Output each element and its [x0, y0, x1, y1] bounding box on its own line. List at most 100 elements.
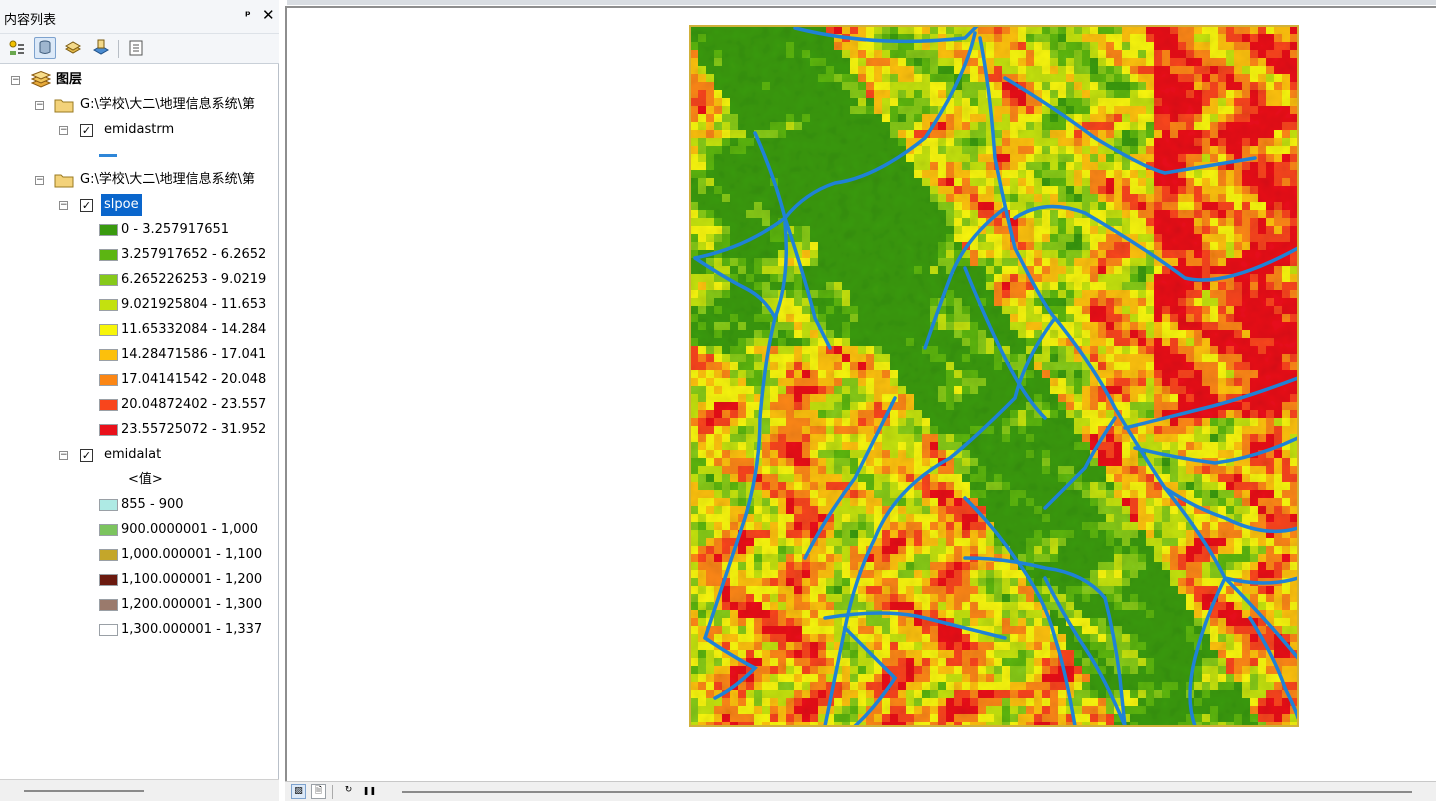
- list-by-drawing-order-icon[interactable]: [6, 37, 28, 59]
- map-top-border: [287, 0, 1436, 5]
- layer-name: emidalat: [104, 447, 162, 462]
- collapse-icon[interactable]: −: [35, 175, 44, 185]
- stream-line: [753, 131, 832, 350]
- legend-class-label: 0 - 3.257917651: [121, 222, 230, 237]
- data-view-icon[interactable]: ▨: [291, 784, 306, 799]
- layout-view-icon[interactable]: 🗎: [311, 784, 326, 799]
- layer-row-slpoe[interactable]: − ✓ slpoe: [0, 194, 279, 216]
- collapse-icon[interactable]: −: [11, 75, 20, 85]
- layer-name[interactable]: slpoe: [101, 194, 142, 216]
- legend-class-row: 3.257917652 - 6.2652: [0, 244, 279, 266]
- legend-swatch: [99, 349, 118, 361]
- legend-swatch: [99, 249, 118, 261]
- stream-line: [1223, 576, 1298, 585]
- legend-swatch: [99, 399, 118, 411]
- list-by-source-icon[interactable]: [34, 37, 56, 59]
- legend-class-label: 23.55725072 - 31.952: [121, 422, 267, 437]
- folder-icon: [54, 97, 74, 121]
- stream-line-symbol: [99, 154, 117, 157]
- legend-class-row: 1,000.000001 - 1,100: [0, 544, 279, 566]
- legend-class-row: 11.65332084 - 14.284: [0, 319, 279, 341]
- group-path-label: G:\学校\大二\地理信息系统\第: [80, 172, 255, 187]
- collapse-icon[interactable]: −: [59, 200, 68, 210]
- legend-class-row: 6.265226253 - 9.0219: [0, 269, 279, 291]
- layer-row-emidalat[interactable]: − ✓ emidalat: [0, 444, 279, 466]
- stream-line: [1003, 76, 1257, 175]
- legend-swatch: [99, 574, 118, 586]
- options-icon[interactable]: [125, 37, 147, 59]
- collapse-icon[interactable]: −: [59, 450, 68, 460]
- list-by-visibility-icon[interactable]: [62, 37, 84, 59]
- legend-swatch: [99, 299, 118, 311]
- legend-swatch: [99, 624, 118, 636]
- list-by-selection-icon[interactable]: [90, 37, 112, 59]
- stream-line: [703, 221, 788, 640]
- stream-line: [1043, 576, 1127, 726]
- legend-swatch: [99, 599, 118, 611]
- group-folder-2[interactable]: − G:\学校\大二\地理信息系统\第: [0, 169, 279, 191]
- legend-class-row: 23.55725072 - 31.952: [0, 419, 279, 441]
- pin-icon[interactable]: ᵖ: [245, 8, 251, 22]
- map-status-bar: ▨ 🗎 ↻ ❚❚: [285, 781, 1436, 801]
- stream-line: [843, 626, 898, 726]
- pause-icon[interactable]: ❚❚: [362, 786, 377, 795]
- legend-class-label: 855 - 900: [121, 497, 184, 512]
- legend-swatch: [99, 549, 118, 561]
- stream-line: [793, 26, 980, 44]
- legend-line-symbol-row: [0, 144, 279, 166]
- stream-line: [693, 256, 777, 320]
- stream-line: [963, 496, 1077, 726]
- legend-swatch: [99, 224, 118, 236]
- legend-class-label: 1,200.000001 - 1,300: [121, 597, 263, 612]
- tree-root-label: 图层: [56, 72, 83, 87]
- tree-root-layers[interactable]: − 图层: [0, 69, 279, 91]
- toc-horizontal-scrollbar[interactable]: [0, 779, 279, 801]
- legend-swatch: [99, 324, 118, 336]
- collapse-icon[interactable]: −: [35, 100, 44, 110]
- legend-class-label: 1,100.000001 - 1,200: [121, 572, 263, 587]
- stream-line: [693, 31, 977, 260]
- legend-class-label: 900.0000001 - 1,000: [121, 522, 259, 537]
- stream-line: [1188, 576, 1227, 726]
- stream-line: [1103, 596, 1127, 726]
- group-folder-1[interactable]: − G:\学校\大二\地理信息系统\第: [0, 94, 279, 116]
- stream-line: [923, 206, 1007, 350]
- map-horizontal-scrollbar[interactable]: [402, 791, 1412, 793]
- legend-class-label: 1,300.000001 - 1,337: [121, 622, 263, 637]
- stream-line: [978, 36, 1298, 660]
- layers-icon: [30, 70, 52, 97]
- scrollbar-thumb[interactable]: [24, 790, 144, 792]
- close-icon[interactable]: ✕: [262, 6, 275, 24]
- legend-class-row: 1,300.000001 - 1,337: [0, 619, 279, 641]
- stream-line: [963, 556, 1107, 600]
- refresh-icon[interactable]: ↻: [344, 785, 353, 795]
- legend-class-label: 17.04141542 - 20.048: [121, 372, 267, 387]
- toc-title-bar: 内容列表 ᵖ ✕: [0, 0, 279, 34]
- toolbar-separator: [118, 40, 119, 58]
- layer-visibility-checkbox[interactable]: ✓: [80, 199, 93, 212]
- stream-network: [693, 26, 1298, 726]
- legend-class-label: 20.04872402 - 23.557: [121, 397, 267, 412]
- group-path-label: G:\学校\大二\地理信息系统\第: [80, 97, 255, 112]
- legend-swatch: [99, 524, 118, 536]
- layer-visibility-checkbox[interactable]: ✓: [80, 449, 93, 462]
- legend-swatch: [99, 424, 118, 436]
- layer-visibility-checkbox[interactable]: ✓: [80, 124, 93, 137]
- collapse-icon[interactable]: −: [59, 125, 68, 135]
- legend-class-label: 1,000.000001 - 1,100: [121, 547, 263, 562]
- layer-row-emidastrm[interactable]: − ✓ emidastrm: [0, 119, 279, 141]
- slope-raster-map[interactable]: [405, 18, 1305, 733]
- stream-line: [803, 396, 897, 560]
- stream-line: [1043, 416, 1117, 510]
- legend-class-row: 0 - 3.257917651: [0, 219, 279, 241]
- toc-title: 内容列表: [4, 13, 57, 28]
- legend-class-row: 900.0000001 - 1,000: [0, 519, 279, 541]
- legend-class-label: 6.265226253 - 9.0219: [121, 272, 267, 287]
- toc-toolbar: [0, 34, 279, 64]
- layer-tree: − 图层 − G:\学校\大二\地理信息系统\第 − ✓ emidastrm −: [0, 64, 279, 779]
- stream-line: [1248, 616, 1298, 720]
- status-separator: [332, 785, 333, 799]
- legend-swatch: [99, 499, 118, 511]
- legend-class-row: 20.04872402 - 23.557: [0, 394, 279, 416]
- table-of-contents-panel: 内容列表 ᵖ ✕ − 图层 −: [0, 0, 279, 801]
